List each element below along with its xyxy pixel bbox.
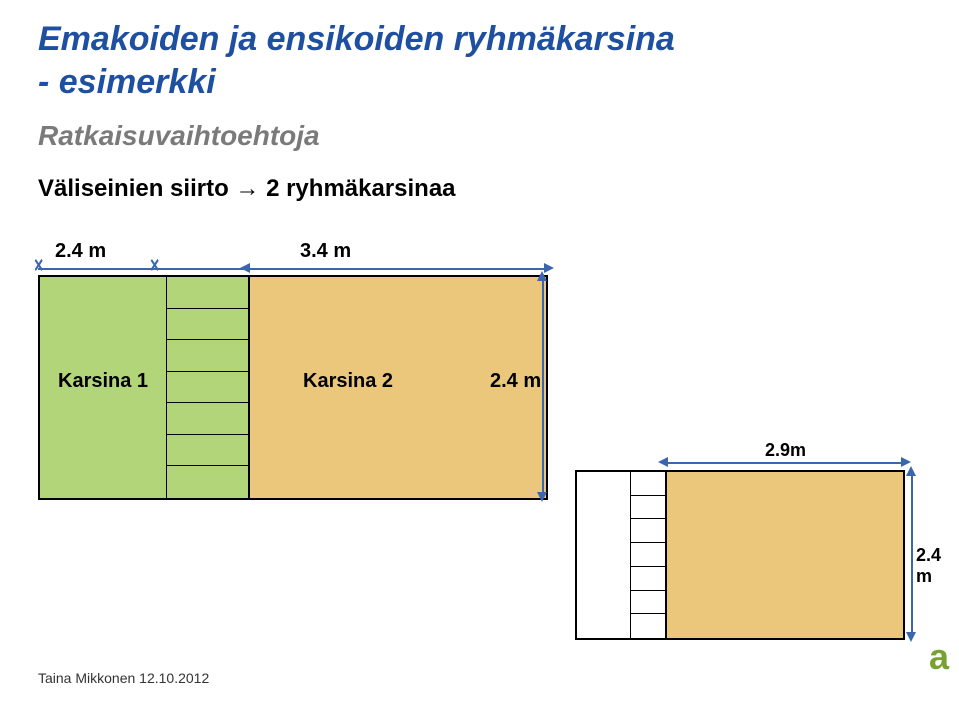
subtitle-solutions: Ratkaisuvaihtoehtoja: [38, 120, 320, 152]
title-line2: - esimerkki: [38, 63, 216, 101]
stall-row: [167, 466, 249, 498]
stall-row: [167, 435, 249, 467]
subtitle-solutions-text: Ratkaisuvaihtoehtoja: [38, 120, 320, 151]
dim-line-k1: [38, 268, 248, 270]
dim-label-d2-right: 2.4 m: [916, 545, 959, 587]
stall-row: [167, 372, 249, 404]
stall-row: [631, 496, 666, 520]
stall-row: [167, 340, 249, 372]
stall-row: [167, 309, 249, 341]
stall-row: [631, 591, 666, 615]
stall-row: [631, 567, 666, 591]
stall-row: [631, 614, 666, 638]
karsina2-label: Karsina 2: [303, 370, 393, 393]
page-title: Emakoiden ja ensikoiden ryhmäkarsina - e…: [38, 18, 675, 103]
karsina1-stalls: [166, 277, 249, 498]
subtitle-action-p1: Väliseinien siirto: [38, 175, 235, 202]
dim-line-k2: [248, 268, 546, 270]
dim-line-d2-right: [911, 472, 913, 638]
stall-row: [167, 277, 249, 309]
divider-line: [248, 277, 250, 498]
dim-arrow-d2-rb: [906, 632, 916, 642]
d2-right-area: [665, 472, 903, 638]
dim-arrow-d2-rt: [906, 466, 916, 476]
diagram-secondary: [575, 470, 905, 640]
stall-row: [631, 543, 666, 567]
subtitle-action-p2: 2 ryhmäkarsinaa: [259, 175, 455, 202]
dim-arrow-h-top: [537, 271, 547, 281]
stall-row: [631, 519, 666, 543]
dim-label-karsina2-width: 3.4 m: [300, 240, 351, 263]
dim-label-karsina1-width: 2.4 m: [55, 240, 106, 263]
dim-label-d2-top: 2.9m: [765, 440, 806, 461]
dim-line-d2-top: [666, 462, 903, 464]
logo-fragment: a: [929, 636, 949, 678]
d2-stalls: [630, 472, 666, 638]
footer-credit: Taina Mikkonen 12.10.2012: [38, 670, 209, 686]
karsina1-label: Karsina 1: [58, 370, 148, 393]
stall-row: [167, 403, 249, 435]
dim-label-height: 2.4 m: [490, 370, 541, 393]
dim-line-height: [542, 277, 544, 498]
dim-arrow-d2-left: [658, 457, 668, 467]
arrow-icon: →: [235, 175, 259, 202]
dim-arrow-k2-left: [240, 263, 250, 273]
stall-row: [631, 472, 666, 496]
dim-arrow-h-bot: [537, 492, 547, 502]
d2-divider: [665, 472, 667, 638]
subtitle-action: Väliseinien siirto → 2 ryhmäkarsinaa: [38, 175, 456, 203]
title-line1: Emakoiden ja ensikoiden ryhmäkarsina: [38, 20, 675, 58]
diagram-main: Karsina 1 Karsina 2: [38, 275, 548, 500]
